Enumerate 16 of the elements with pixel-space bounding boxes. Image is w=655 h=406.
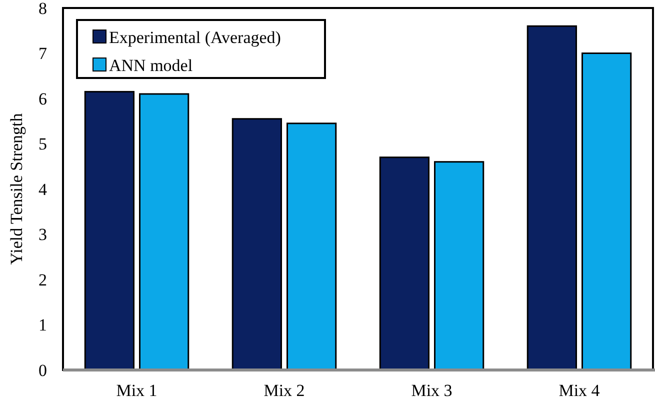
- y-tick-label: 5: [38, 134, 47, 154]
- y-tick-label: 4: [38, 180, 48, 199]
- y-axis-title: Yield Tensile Strength: [7, 112, 26, 265]
- y-tick-label: 6: [38, 89, 47, 108]
- y-tick-label: 8: [38, 0, 47, 18]
- y-tick-label: 3: [38, 225, 47, 244]
- x-tick-label: Mix 3: [411, 381, 452, 400]
- x-tick-label: Mix 4: [558, 381, 600, 400]
- x-tick-label: Mix 2: [264, 381, 305, 400]
- y-tick-label: 0: [38, 360, 47, 380]
- x-tick-label: Mix 1: [116, 381, 158, 400]
- legend-label: Experimental (Averaged): [109, 28, 281, 47]
- legend-label: ANN model: [109, 56, 193, 75]
- y-tick-label: 2: [38, 270, 47, 290]
- y-tick-label: 7: [38, 44, 48, 64]
- y-tick-label: 1: [38, 316, 47, 335]
